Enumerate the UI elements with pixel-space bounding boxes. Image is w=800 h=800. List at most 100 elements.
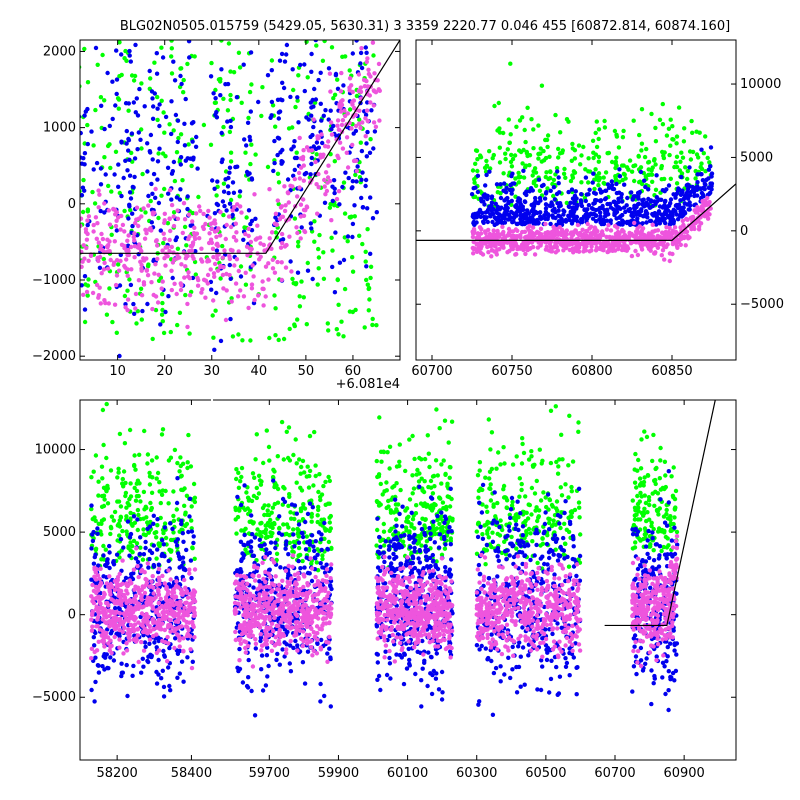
scatter-point-green <box>154 455 159 460</box>
scatter-point-blue <box>158 228 163 233</box>
scatter-point-green <box>290 276 295 282</box>
scatter-point-pink <box>161 231 166 236</box>
scatter-point-blue <box>181 566 187 571</box>
scatter-point-green <box>631 163 636 169</box>
scatter-point-pink <box>376 87 381 92</box>
scatter-point-green <box>568 178 574 184</box>
scatter-point-pink <box>263 264 269 269</box>
scatter-point-pink <box>258 254 263 259</box>
scatter-point-blue <box>684 191 689 196</box>
scatter-point-pink <box>90 609 95 614</box>
scatter-point-blue <box>169 99 174 104</box>
scatter-point-pink <box>144 580 150 586</box>
scatter-point-pink <box>129 267 134 272</box>
scatter-point-pink <box>153 262 158 267</box>
scatter-point-pink <box>96 205 101 210</box>
scatter-point-blue <box>504 196 509 202</box>
scatter-point-blue <box>371 146 376 151</box>
scatter-point-blue <box>330 264 335 270</box>
scatter-point-blue <box>609 179 614 184</box>
scatter-point-pink <box>246 233 251 239</box>
scatter-point-green <box>253 152 258 157</box>
scatter-point-blue <box>131 100 136 105</box>
scatter-point-blue <box>518 212 523 218</box>
scatter-point-green <box>689 118 694 124</box>
scatter-point-green <box>175 460 180 466</box>
scatter-point-blue <box>113 606 118 611</box>
scatter-point-green <box>157 480 162 485</box>
scatter-point-pink <box>127 578 132 583</box>
scatter-point-blue <box>332 290 338 295</box>
scatter-point-green <box>135 527 140 533</box>
scatter-point-blue <box>277 662 282 667</box>
x-tick-label: 40 <box>251 364 268 379</box>
scatter-point-pink <box>535 245 541 250</box>
scatter-point-green <box>178 455 183 460</box>
scatter-point-pink <box>226 214 232 219</box>
scatter-point-pink <box>214 234 219 240</box>
scatter-point-pink <box>162 236 167 242</box>
scatter-point-blue <box>93 552 98 557</box>
scatter-point-pink <box>112 302 118 307</box>
scatter-point-blue <box>186 529 191 535</box>
scatter-point-pink <box>585 221 590 227</box>
scatter-point-green <box>85 283 91 288</box>
scatter-point-green <box>497 130 503 135</box>
scatter-point-blue <box>584 208 589 213</box>
scatter-point-blue <box>183 158 188 163</box>
scatter-point-green <box>108 531 113 537</box>
scatter-point-blue <box>136 130 141 135</box>
scatter-point-blue <box>182 143 188 148</box>
scatter-point-green <box>629 169 635 174</box>
scatter-point-blue <box>318 101 323 107</box>
scatter-point-pink <box>328 89 333 94</box>
scatter-point-green <box>288 510 293 515</box>
scatter-point-pink <box>188 647 193 652</box>
scatter-point-green <box>267 512 272 518</box>
scatter-point-blue <box>325 651 330 656</box>
scatter-point-blue <box>183 96 188 102</box>
scatter-point-blue <box>498 182 503 187</box>
scatter-point-pink <box>199 246 204 251</box>
scatter-point-blue <box>154 681 160 686</box>
scatter-point-green <box>176 135 181 141</box>
scatter-point-green <box>274 483 279 488</box>
scatter-point-blue <box>543 206 549 211</box>
scatter-point-pink <box>86 214 92 219</box>
scatter-point-blue <box>134 96 139 101</box>
scatter-point-blue <box>331 178 337 183</box>
scatter-point-blue <box>241 62 246 67</box>
scatter-point-blue <box>524 192 529 198</box>
scatter-point-blue <box>662 216 667 222</box>
scatter-point-blue <box>668 201 673 206</box>
scatter-point-pink <box>304 204 309 209</box>
scatter-point-blue <box>265 73 271 78</box>
scatter-point-blue <box>311 104 316 109</box>
scatter-point-blue <box>530 188 535 193</box>
scatter-point-green <box>586 156 591 161</box>
scatter-point-pink <box>114 258 120 263</box>
scatter-point-blue <box>671 207 676 212</box>
scatter-point-pink <box>164 609 169 614</box>
scatter-point-pink <box>270 266 276 271</box>
scatter-point-pink <box>364 78 369 84</box>
scatter-point-blue <box>343 170 348 175</box>
scatter-point-green <box>169 46 174 51</box>
scatter-point-blue <box>617 174 623 179</box>
scatter-point-pink <box>184 590 189 595</box>
scatter-point-green <box>627 158 633 163</box>
scatter-point-pink <box>136 216 141 221</box>
scatter-point-pink <box>149 579 154 584</box>
scatter-point-blue <box>174 543 180 548</box>
scatter-point-pink <box>94 648 100 653</box>
scatter-point-green <box>516 170 521 176</box>
scatter-point-pink <box>587 249 592 254</box>
scatter-point-green <box>192 499 198 505</box>
scatter-point-blue <box>622 205 627 210</box>
scatter-point-green <box>332 92 338 98</box>
scatter-point-green <box>147 474 153 479</box>
scatter-point-pink <box>108 592 113 597</box>
scatter-point-green <box>255 527 260 532</box>
scatter-point-pink <box>304 145 310 150</box>
scatter-point-green <box>591 150 596 155</box>
